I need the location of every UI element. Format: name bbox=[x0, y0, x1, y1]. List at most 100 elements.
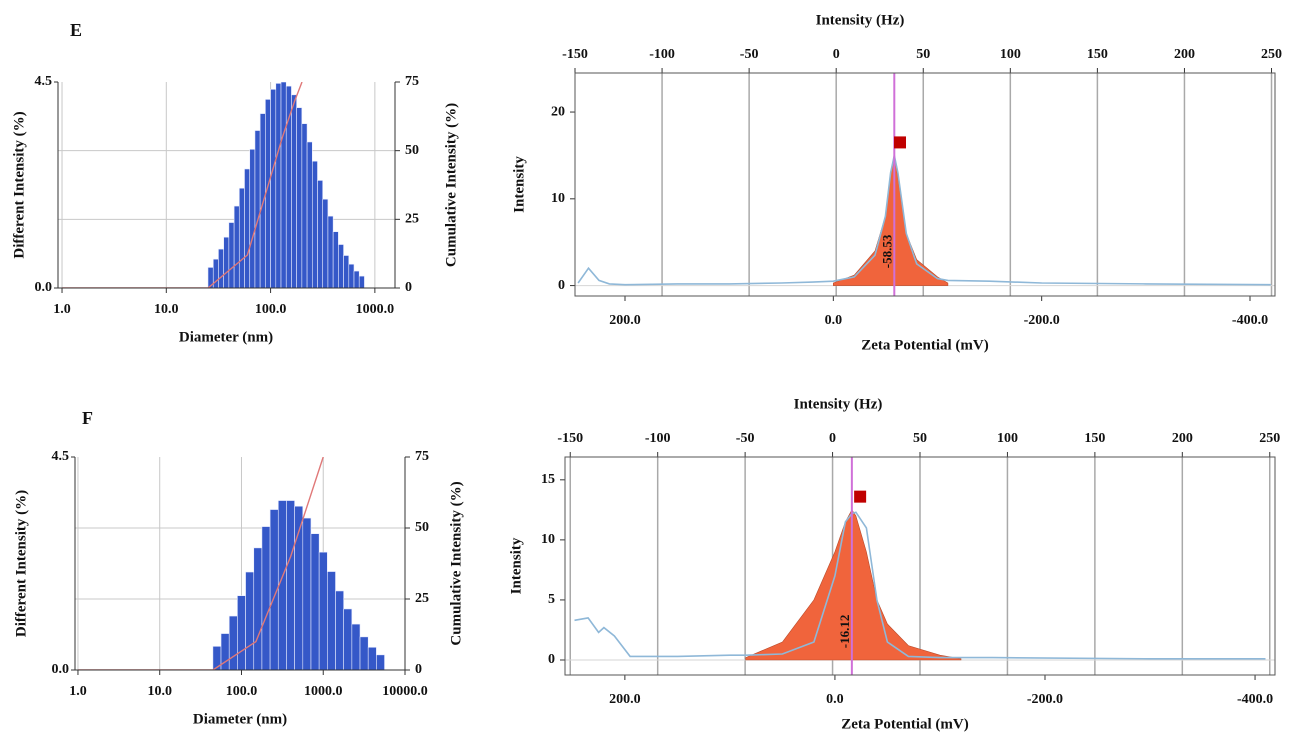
histogram-bar bbox=[367, 646, 377, 670]
histogram-bar bbox=[359, 636, 369, 670]
histogram-bar bbox=[253, 547, 263, 670]
x-tick-label: 200.0 bbox=[609, 313, 641, 328]
x-tick-label: -400.0 bbox=[1237, 692, 1273, 707]
x-tick-label: 1000.0 bbox=[356, 302, 395, 317]
y-axis-title: Intensity bbox=[508, 537, 524, 594]
x2-tick-label: 150 bbox=[1084, 431, 1105, 446]
histogram-bar bbox=[223, 236, 230, 288]
histogram-bar bbox=[335, 590, 344, 670]
plot-area bbox=[58, 82, 395, 288]
x-axis-title: Zeta Potential (mV) bbox=[861, 337, 988, 353]
histogram-bar bbox=[245, 571, 255, 670]
x2-tick-label: 150 bbox=[1087, 47, 1108, 62]
x-tick-label: 100.0 bbox=[226, 684, 258, 699]
x-tick-label: 0.0 bbox=[826, 692, 844, 707]
x-tick-label: 10.0 bbox=[154, 302, 179, 317]
peak-annotation: -16.12 bbox=[837, 615, 852, 649]
histogram-bar bbox=[376, 654, 385, 670]
histogram-bar bbox=[343, 255, 350, 288]
x-tick-label: 100.0 bbox=[255, 302, 287, 317]
y-tick-label: 15 bbox=[541, 472, 555, 487]
histogram-bar bbox=[228, 615, 238, 670]
y-tick-label: 4.5 bbox=[52, 449, 70, 464]
histogram-bar bbox=[286, 500, 295, 670]
plot-area bbox=[565, 457, 1275, 675]
y2-axis-title: Cumulative Intensity (%) bbox=[443, 103, 459, 267]
x-axis-title: Diameter (nm) bbox=[193, 711, 287, 727]
x2-tick-label: 0 bbox=[833, 47, 840, 62]
histogram-bar bbox=[249, 148, 256, 288]
histogram-bar bbox=[254, 130, 261, 288]
x2-tick-label: -50 bbox=[736, 431, 755, 446]
y-tick-label: 0.0 bbox=[35, 280, 53, 295]
x2-tick-label: -150 bbox=[562, 47, 588, 62]
x2-axis-title: Intensity (Hz) bbox=[816, 12, 905, 28]
histogram-bar bbox=[301, 123, 308, 288]
y-tick-label: 10 bbox=[551, 191, 565, 206]
y-tick-label: 10 bbox=[541, 532, 555, 547]
histogram-bar bbox=[317, 180, 324, 288]
peak-marker bbox=[894, 136, 906, 149]
histogram-bar bbox=[270, 89, 277, 288]
panel-label: F bbox=[82, 408, 93, 428]
x-tick-label: 10000.0 bbox=[382, 684, 428, 699]
y-tick-label: 0 bbox=[548, 652, 555, 667]
x2-axis-title: Intensity (Hz) bbox=[794, 396, 883, 412]
y2-tick-label: 75 bbox=[415, 449, 429, 464]
x2-tick-label: 50 bbox=[913, 431, 927, 446]
x-tick-label: 200.0 bbox=[609, 692, 641, 707]
histogram-bar bbox=[218, 248, 224, 288]
y2-tick-label: 50 bbox=[415, 520, 429, 535]
histogram-bar bbox=[332, 231, 339, 288]
y-axis-title: Different Intensity (%) bbox=[11, 111, 27, 258]
panel-label: E bbox=[70, 20, 82, 40]
chart-panel: 1.0 10.0 100.0 1000.0 0.0 4.5 0 25 50 75 E Diameter… bbox=[11, 20, 459, 345]
histogram-bar bbox=[353, 270, 360, 288]
histogram-bar bbox=[233, 205, 240, 288]
plot-frame bbox=[574, 72, 1276, 297]
y2-tick-label: 50 bbox=[405, 143, 419, 158]
y2-axis-title: Cumulative Intensity (%) bbox=[448, 481, 464, 645]
x-tick-label: 1000.0 bbox=[304, 684, 343, 699]
x-tick-label: 1.0 bbox=[53, 302, 71, 317]
x-tick-label: 10.0 bbox=[147, 684, 172, 699]
peak-annotation: -58.53 bbox=[879, 234, 894, 268]
histogram-bar bbox=[280, 82, 287, 288]
y2-tick-label: 75 bbox=[405, 74, 419, 89]
x2-tick-label: -50 bbox=[740, 47, 759, 62]
histogram-bar bbox=[327, 571, 336, 670]
cumulative-line bbox=[78, 457, 324, 670]
x2-tick-label: 200 bbox=[1172, 431, 1193, 446]
plot-frame bbox=[564, 456, 1276, 676]
x2-tick-label: 250 bbox=[1261, 47, 1282, 62]
y-tick-label: 4.5 bbox=[35, 74, 53, 89]
histogram-bar bbox=[275, 83, 282, 288]
intensity-line bbox=[577, 155, 1271, 286]
y-tick-label: 0 bbox=[558, 278, 565, 293]
x-axis-title: Zeta Potential (mV) bbox=[841, 716, 968, 732]
histogram-bar bbox=[296, 107, 303, 288]
histogram-bar bbox=[311, 160, 318, 288]
x-axis-title: Diameter (nm) bbox=[179, 329, 273, 345]
x2-tick-label: 200 bbox=[1174, 47, 1195, 62]
x2-tick-label: 100 bbox=[997, 431, 1018, 446]
peak-area bbox=[745, 509, 962, 661]
y2-tick-label: 25 bbox=[415, 591, 429, 606]
x2-tick-label: 0 bbox=[829, 431, 836, 446]
x2-tick-label: 50 bbox=[916, 47, 930, 62]
x-tick-label: 1.0 bbox=[69, 684, 87, 699]
y2-tick-label: 25 bbox=[405, 212, 419, 227]
histogram-bar bbox=[228, 222, 235, 288]
x2-tick-label: -100 bbox=[649, 47, 675, 62]
histogram-bar bbox=[348, 263, 355, 288]
histogram-bar bbox=[259, 113, 266, 288]
x-tick-label: -400.0 bbox=[1232, 313, 1268, 328]
plot-area bbox=[575, 73, 1275, 296]
histogram-bar bbox=[358, 275, 365, 288]
y2-tick-label: 0 bbox=[405, 280, 412, 295]
histogram-bar bbox=[351, 623, 361, 670]
histogram-bar bbox=[327, 215, 334, 288]
histogram-bar bbox=[306, 141, 313, 288]
